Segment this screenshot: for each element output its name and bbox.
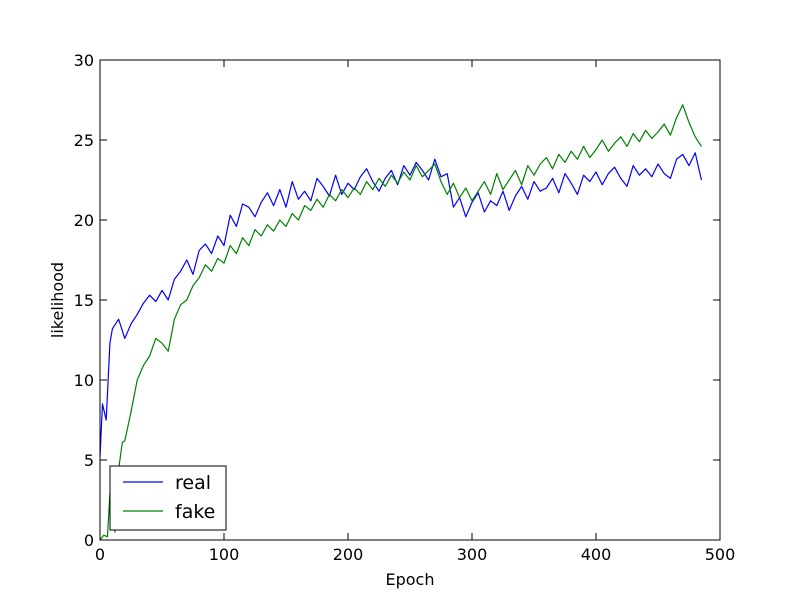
x-tick-label: 400 (581, 545, 612, 564)
series-line-real (99, 152, 702, 457)
x-tick-label: 100 (209, 545, 240, 564)
y-tick-label: 0 (84, 531, 94, 550)
y-tick-label: 10 (74, 371, 94, 390)
x-tick-label: 300 (457, 545, 488, 564)
legend-label-fake: fake (175, 501, 215, 523)
ticks-layer: 0 100 200 300 400 500 0 5 10 15 20 25 30 (74, 51, 736, 564)
y-tick-label: 5 (84, 451, 94, 470)
x-tick-label: 200 (333, 545, 364, 564)
x-tick-label: 500 (705, 545, 736, 564)
y-axis-label: likelihood (48, 262, 67, 338)
y-tick-label: 15 (74, 291, 94, 310)
legend: real fake (109, 465, 227, 531)
y-tick-label: 25 (74, 131, 94, 150)
series-layer (99, 104, 702, 541)
plot-area (100, 60, 720, 540)
y-tick-label: 20 (74, 211, 94, 230)
y-tick-label: 30 (74, 51, 94, 70)
legend-box (109, 465, 227, 531)
series-line-fake (99, 104, 702, 541)
legend-label-real: real (175, 472, 211, 494)
x-tick-label: 0 (95, 545, 105, 564)
x-axis-label: Epoch (386, 570, 435, 589)
